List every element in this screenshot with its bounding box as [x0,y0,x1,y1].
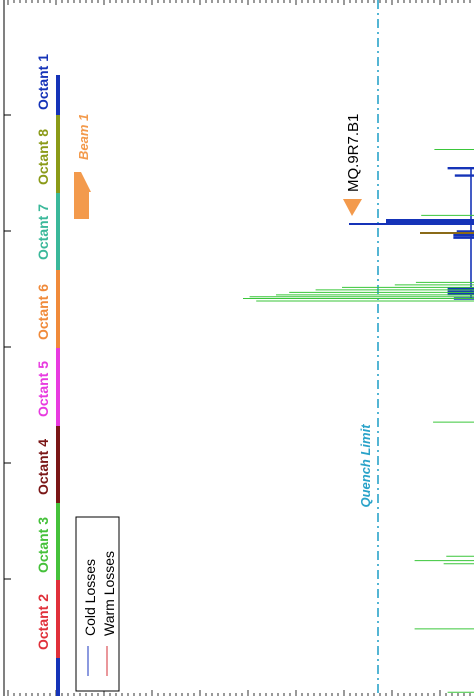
beam-label: Beam 1 [76,114,91,160]
annotation-label: MQ.9R7.B1 [345,114,362,192]
octant-label-8: Octant 8 [35,129,51,185]
legend-label-cold: Cold Losses [82,559,98,636]
octant-label-3: Octant 3 [35,517,51,573]
octant-strip [56,75,60,696]
cold-loss-band [386,219,474,224]
beam-arrow-shaft [74,190,89,219]
octant-segment-7 [56,193,60,270]
octant-segment-3 [56,503,60,580]
octant-segment-4 [56,426,60,503]
octant-label-6: Octant 6 [35,284,51,340]
annotation-marker [343,199,362,216]
series-other-losses [243,149,474,693]
octant-label-1: Octant 1 [35,54,51,110]
octant-labels: Octant 1 Octant 2 Octant 3 Octant 4 Octant 5… [35,54,51,650]
octant-segment-8 [56,115,60,193]
beam-indicator: Beam 1 [71,114,91,219]
octant-label-4: Octant 4 [35,439,51,495]
legend: Cold Losses Warm Losses [75,516,120,692]
legend-label-warm: Warm Losses [101,551,117,636]
octant-segment-5 [56,348,60,426]
octant-label-2: Octant 2 [35,594,51,650]
octant-segment-1 [56,75,60,115]
octant-label-7: Octant 7 [35,204,51,260]
octant-segment-1 [56,658,60,696]
octant-segment-6 [56,270,60,348]
annotation-layer: MQ.9R7.B1 [343,114,362,216]
octant-segment-2 [56,580,60,658]
legend-box [75,516,120,692]
series-layer [243,149,474,693]
octant-label-5: Octant 5 [35,361,51,417]
beam-arrow [71,172,91,192]
quench-limit-label: Quench Limit [358,424,373,508]
tick-layer [4,0,471,696]
threshold-layer: Quench Limit [358,0,379,696]
